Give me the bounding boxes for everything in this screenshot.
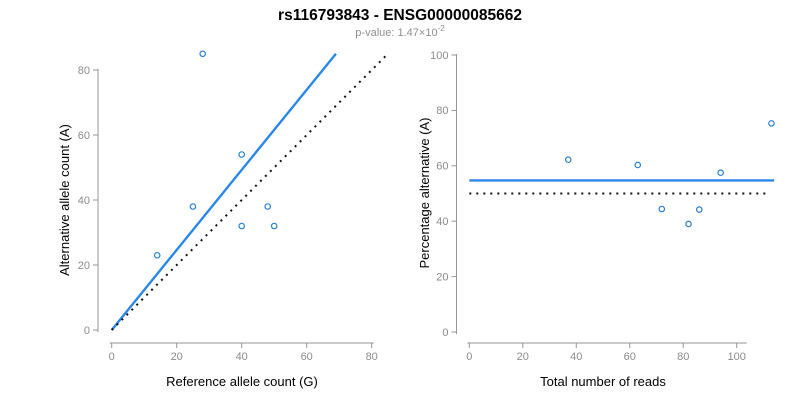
y-tick-label: 20 [436,271,448,283]
y-tick-label: 60 [78,130,90,142]
y-tick-label: 80 [78,65,90,77]
right-plot-ylabel: Percentage alternative (A) [417,117,432,268]
subtitle-pvalue-exponent: -2 [438,24,446,33]
data-point [768,120,775,127]
data-point [564,156,572,164]
x-tick-label: 20 [517,351,529,363]
data-point [238,151,246,158]
x-tick-label: 60 [624,351,636,363]
data-point [199,50,207,58]
figure-title: rs116793843 - ENSG00000085662 [278,7,522,24]
x-tick-label: 100 [728,351,746,363]
right-plot-percentage-alternative: 0 20 40 60 80 100 0 20 40 60 80 100 [430,50,775,363]
x-tick-label: 20 [171,351,183,363]
x-tick-label: 40 [570,351,582,363]
data-point [695,206,703,213]
data-point [238,222,246,230]
x-tick-label: 60 [301,351,313,363]
y-tick-label: 0 [84,325,90,337]
y-tick-label: 40 [78,195,90,207]
data-point [658,205,666,213]
subtitle-pvalue-text: p-value: 1.47×10 [355,27,437,39]
right-plot-xlabel: Total number of reads [540,374,666,389]
left-plot-allele-counts: 0 20 40 60 80 0 20 40 60 80 [78,50,389,363]
y-tick-label: 40 [436,216,448,228]
figure-subtitle: p-value: 1.47×10-2 [355,24,445,39]
data-point [153,251,161,259]
data-point [634,161,642,169]
x-tick-label: 80 [366,351,378,363]
x-tick-label: 0 [466,351,472,363]
x-tick-label: 0 [109,351,115,363]
x-tick-label: 40 [236,351,248,363]
x-tick-label: 80 [677,351,689,363]
left-plot-xlabel: Reference allele count (G) [166,374,318,389]
left-plot-ylabel: Alternative allele count (A) [57,124,72,276]
fit-line [110,52,337,331]
y-tick-label: 60 [436,161,448,173]
identity-line [110,53,389,331]
y-tick-label: 20 [78,260,90,272]
data-point [264,203,272,210]
data-point [685,220,692,228]
y-tick-label: 100 [430,50,448,62]
y-tick-label: 0 [442,327,448,339]
data-point [189,203,197,210]
data-point [717,169,724,177]
data-point [270,222,278,230]
y-tick-label: 80 [436,105,448,117]
